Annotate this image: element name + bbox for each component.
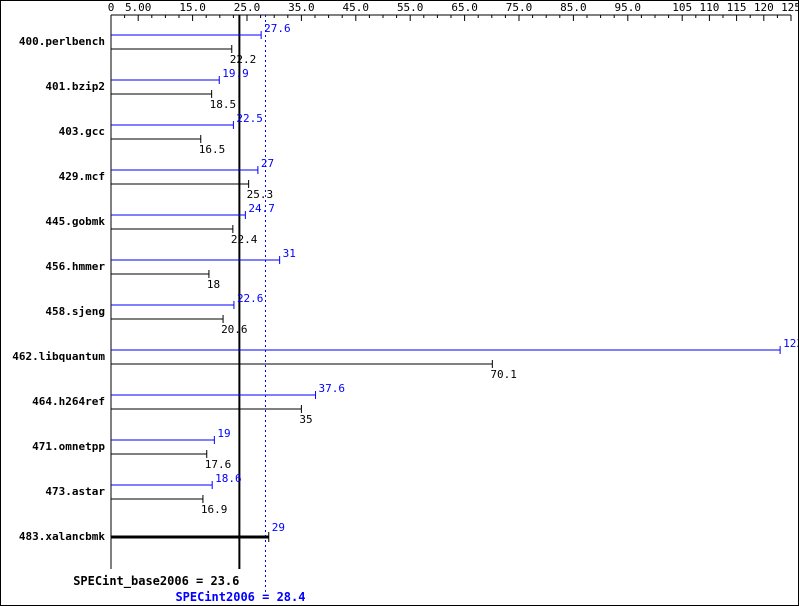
spec-chart: 0 5.00 15.0 25.0 35.0 45.0 55.0 65.0 75.0 85.0 95.… [0, 0, 799, 606]
bar-peak-label: 123 [783, 337, 798, 350]
bar-peak-label: 19 [217, 427, 230, 440]
benchmark-label: 464.h264ref [32, 395, 105, 408]
bar-base-label: 25.3 [247, 188, 274, 201]
benchmark-label: 403.gcc [59, 125, 105, 138]
axis-tick-label: 45.0 [343, 1, 370, 14]
bar-peak-label: 24.7 [248, 202, 274, 215]
bar-base-label: 22.2 [230, 53, 257, 66]
axis-tick-label: 85.0 [560, 1, 587, 14]
benchmark-label: 471.omnetpp [32, 440, 105, 453]
bar-base-label: 70.1 [490, 368, 517, 381]
axis-tick-label: 55.0 [397, 1, 424, 14]
chart-svg: 0 5.00 15.0 25.0 35.0 45.0 55.0 65.0 75.0 85.0 95.… [1, 1, 798, 605]
benchmark-label: 429.mcf [59, 170, 105, 183]
axis-tick-label: 105 [672, 1, 692, 14]
bar-base-label: 18 [207, 278, 220, 291]
bar-peak-label: 31 [283, 247, 296, 260]
axis-tick-label: 95.0 [615, 1, 642, 14]
bar-base-label: 35 [299, 413, 312, 426]
axis-tick-label: 25.0 [234, 1, 261, 14]
benchmark-label: 445.gobmk [45, 215, 105, 228]
axis-tick-label: 15.0 [179, 1, 206, 14]
benchmark-label: 473.astar [45, 485, 105, 498]
footer-peak-label: SPECint2006 = 28.4 [175, 590, 305, 604]
axis-tick-label: 5.00 [125, 1, 152, 14]
footer-base-label: SPECint_base2006 = 23.6 [73, 574, 239, 589]
bar-peak-label: 27.6 [264, 22, 291, 35]
axis-tick-label: 125 [781, 1, 798, 14]
benchmark-label: 456.hmmer [45, 260, 105, 273]
bar-peak-label: 18.6 [215, 472, 242, 485]
bar-peak-label: 27 [261, 157, 274, 170]
axis-tick-label: 0 [108, 1, 115, 14]
axis-tick-label: 115 [727, 1, 747, 14]
benchmark-label: 462.libquantum [12, 350, 105, 363]
axis-tick-label: 120 [754, 1, 774, 14]
bar-peak-label: 19.9 [222, 67, 249, 80]
bar-value-label: 29 [272, 521, 285, 534]
bar-peak-label: 22.5 [236, 112, 263, 125]
benchmark-label: 400.perlbench [19, 35, 105, 48]
benchmark-label: 401.bzip2 [45, 80, 105, 93]
bar-base-label: 16.5 [199, 143, 226, 156]
benchmark-label: 458.sjeng [45, 305, 105, 318]
bar-base-label: 16.9 [201, 503, 228, 516]
bar-base-label: 20.6 [221, 323, 248, 336]
axis-tick-label: 65.0 [451, 1, 478, 14]
axis-tick-label: 110 [699, 1, 719, 14]
benchmark-label: 483.xalancbmk [19, 530, 105, 543]
bar-base-label: 22.4 [231, 233, 258, 246]
axis-tick-label: 35.0 [288, 1, 315, 14]
bar-base-label: 17.6 [205, 458, 232, 471]
axis-tick-label: 75.0 [506, 1, 533, 14]
bar-base-label: 18.5 [210, 98, 237, 111]
bar-peak-label: 22.6 [237, 292, 264, 305]
bar-peak-label: 37.6 [319, 382, 346, 395]
